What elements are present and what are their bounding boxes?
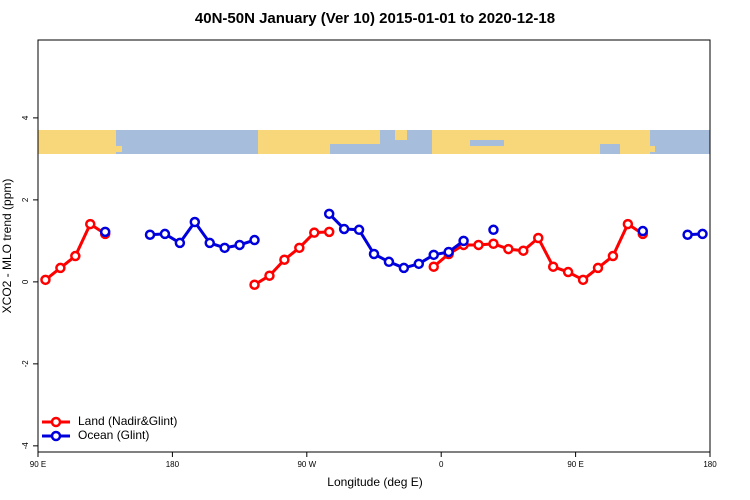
data-point	[249, 279, 260, 290]
data-point	[323, 208, 335, 220]
x-tick-label: 0	[439, 460, 444, 469]
data-point	[473, 239, 484, 251]
data-point	[159, 228, 171, 240]
legend-label: Land (Nadir&Glint)	[78, 414, 177, 428]
data-point	[488, 238, 499, 249]
data-point	[398, 262, 410, 274]
y-tick-label: 0	[21, 279, 30, 284]
data-point	[697, 228, 708, 240]
data-point	[338, 223, 350, 235]
world-map-strip	[38, 130, 710, 154]
data-point	[219, 242, 230, 254]
data-point	[518, 245, 529, 256]
data-point	[682, 229, 693, 240]
data-point	[607, 250, 619, 262]
data-point	[428, 249, 439, 261]
data-point	[458, 235, 469, 247]
data-point	[249, 234, 260, 246]
data-point	[323, 226, 335, 238]
x-tick-label: 90 W	[297, 460, 316, 469]
data-point	[353, 224, 365, 236]
data-point	[443, 246, 454, 258]
data-point	[592, 262, 604, 274]
data-point	[637, 225, 649, 237]
y-tick-label: 4	[21, 115, 30, 120]
y-tick-label: -2	[21, 360, 30, 368]
y-tick-label: -4	[21, 442, 30, 450]
data-point	[99, 226, 111, 238]
data-point	[547, 261, 559, 272]
x-axis-label: Longitude (deg E)	[327, 475, 422, 489]
y-axis-label: XCO2 - MLO trend (ppm)	[0, 179, 14, 314]
data-point	[533, 232, 544, 244]
data-point	[562, 266, 574, 278]
data-point	[85, 218, 96, 230]
data-point	[383, 256, 395, 268]
data-point	[488, 224, 499, 236]
x-tick-label: 180	[703, 460, 717, 469]
legend-marker	[50, 430, 62, 442]
legend-marker	[50, 416, 62, 428]
chart-title: 40N-50N January (Ver 10) 2015-01-01 to 2…	[195, 10, 555, 27]
data-point	[503, 243, 514, 255]
data-point	[55, 262, 66, 274]
data-point	[234, 239, 245, 251]
data-point	[622, 218, 634, 230]
data-point	[264, 270, 275, 281]
data-point	[428, 261, 439, 272]
data-point	[368, 248, 380, 260]
data-point	[174, 237, 186, 249]
data-point	[279, 254, 290, 265]
data-point	[40, 274, 51, 286]
x-tick-label: 90 E	[30, 460, 46, 469]
plot-frame	[37, 39, 711, 453]
data-point	[204, 237, 215, 249]
data-point	[413, 258, 425, 270]
data-point	[189, 216, 201, 228]
series-line	[328, 212, 465, 270]
data-point	[309, 227, 320, 238]
data-point	[70, 250, 81, 262]
x-tick-label: 90 E	[567, 460, 583, 469]
data-point	[144, 229, 156, 240]
data-point	[294, 242, 305, 254]
data-point	[577, 274, 589, 286]
legend-label: Ocean (Glint)	[78, 428, 149, 442]
y-tick-label: 2	[21, 197, 30, 202]
x-tick-label: 180	[166, 460, 180, 469]
